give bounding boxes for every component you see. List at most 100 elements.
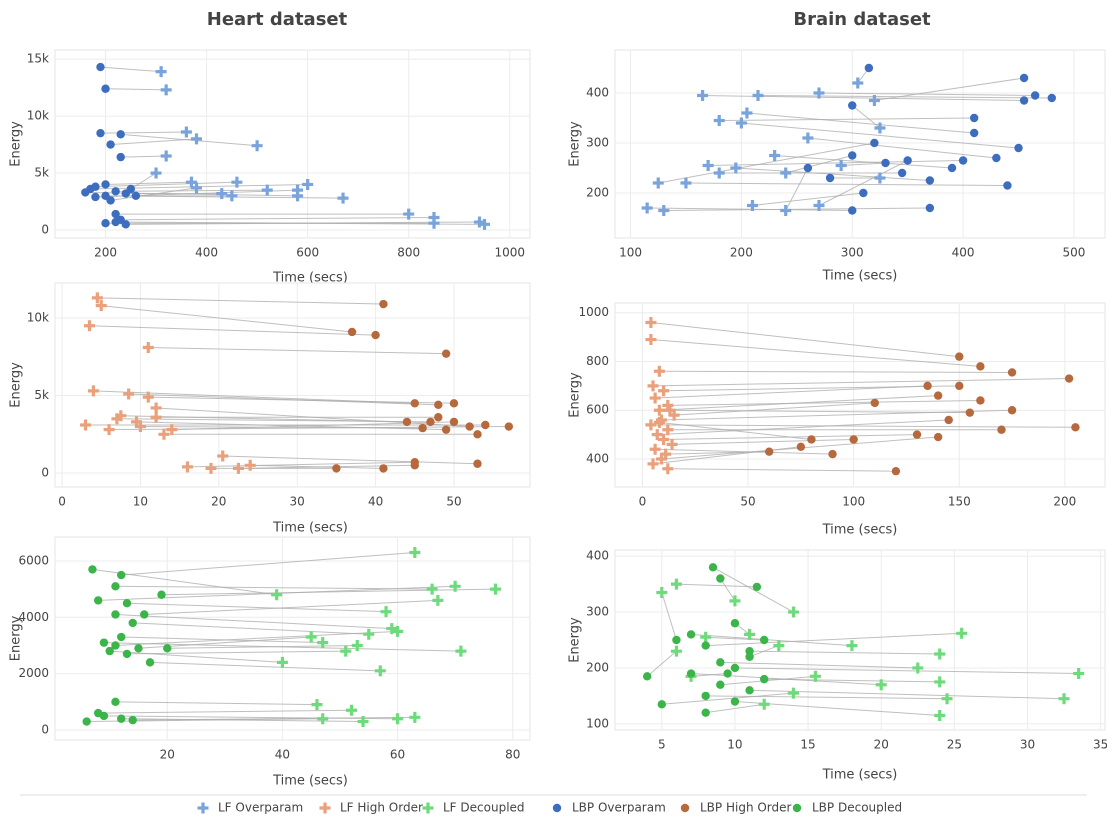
circle-marker (111, 187, 120, 196)
x-tick-label: 25 (947, 738, 962, 752)
connector (100, 131, 187, 134)
cross-marker (645, 316, 657, 328)
circle-marker (481, 420, 490, 430)
connector (115, 189, 268, 192)
circle-marker (912, 430, 922, 439)
x-axis-label: Time (secs) (272, 521, 348, 536)
circle-marker (371, 330, 380, 340)
cross-marker (651, 429, 663, 441)
connector (140, 426, 423, 429)
y-axis-label: Energy (568, 617, 583, 663)
connector (105, 181, 192, 185)
x-tick-label: 1000 (495, 246, 526, 260)
plot-frame (54, 282, 531, 488)
circle-marker (111, 582, 120, 591)
circle-marker (449, 399, 459, 408)
cross-marker (773, 640, 785, 652)
circle-marker (686, 630, 696, 639)
circle-marker (1007, 406, 1017, 415)
y-axis-label: Energy (9, 121, 24, 167)
circle-marker (93, 596, 103, 605)
circle-marker (969, 113, 979, 123)
circle-marker (1014, 143, 1023, 153)
y-axis-label: Energy (9, 615, 24, 661)
cross-marker (670, 645, 682, 657)
connector (655, 385, 928, 399)
y-tick-label: 0 (41, 466, 49, 480)
connector (110, 187, 197, 201)
x-tick-label: 50 (446, 495, 461, 509)
circle-marker (106, 140, 115, 149)
cross-marker (261, 184, 273, 196)
circle-marker (157, 590, 166, 599)
circle-marker (96, 62, 105, 72)
y-tick-label: 2000 (18, 666, 49, 680)
connector (115, 613, 392, 630)
circle-marker (465, 422, 474, 431)
legend-label: LBP Overparam (572, 801, 666, 815)
circle-marker (752, 582, 762, 592)
x-tick-label: 0 (58, 495, 66, 509)
cross-marker (160, 84, 172, 96)
circle-marker (117, 714, 126, 723)
cross-marker (655, 453, 667, 465)
circle-marker (410, 461, 419, 470)
x-tick-label: 10 (133, 495, 148, 509)
connector (148, 346, 447, 355)
y-tick-label: 300 (586, 136, 609, 150)
circle-marker (111, 610, 120, 619)
connector (705, 632, 962, 647)
connector (655, 448, 833, 455)
y-tick-label: 200 (586, 660, 609, 674)
connector (705, 703, 765, 714)
connector (130, 172, 157, 190)
cross-marker (752, 90, 764, 101)
circle-marker (745, 686, 754, 695)
cross-marker (846, 640, 858, 652)
cross-marker (150, 411, 162, 423)
circle-marker (140, 610, 149, 619)
cross-marker (741, 107, 753, 119)
connector (663, 207, 930, 211)
cross-marker (730, 162, 742, 174)
circle-marker (128, 715, 137, 725)
cross-marker (934, 676, 946, 688)
connector (785, 167, 809, 211)
connector (774, 155, 953, 169)
circle-marker (117, 570, 126, 580)
x-tick-label: 50 (740, 495, 755, 509)
connector (691, 633, 852, 647)
y-tick-label: 6000 (18, 553, 49, 567)
cross-marker (232, 462, 244, 474)
connector (708, 160, 964, 166)
x-tick-label: 20 (211, 495, 226, 509)
circle-marker (88, 565, 97, 574)
connector (95, 181, 237, 188)
cross-marker (852, 77, 864, 89)
circle-marker (848, 206, 857, 215)
connector (851, 105, 881, 129)
circle-marker (708, 563, 718, 572)
connector (758, 95, 1052, 99)
circle-marker (332, 464, 341, 473)
cross-marker (680, 177, 692, 189)
cross-marker (190, 182, 202, 194)
cross-marker (813, 200, 825, 211)
circle-marker (955, 381, 964, 391)
circle-marker (434, 413, 443, 422)
connector (685, 182, 1008, 186)
x-axis-label: Time (secs) (822, 523, 898, 538)
circle-marker (947, 163, 957, 173)
connector (661, 692, 794, 705)
connector (749, 650, 940, 655)
y-axis-label: Energy (568, 121, 583, 167)
circle-marker (870, 138, 879, 148)
circle-marker (1007, 368, 1017, 377)
cross-marker (181, 461, 193, 473)
cross-marker (668, 409, 680, 421)
column-title: Heart dataset (207, 9, 348, 30)
cross-marker (166, 424, 178, 436)
cross-marker (271, 589, 283, 601)
connector (818, 92, 1036, 96)
cross-marker (835, 160, 847, 171)
